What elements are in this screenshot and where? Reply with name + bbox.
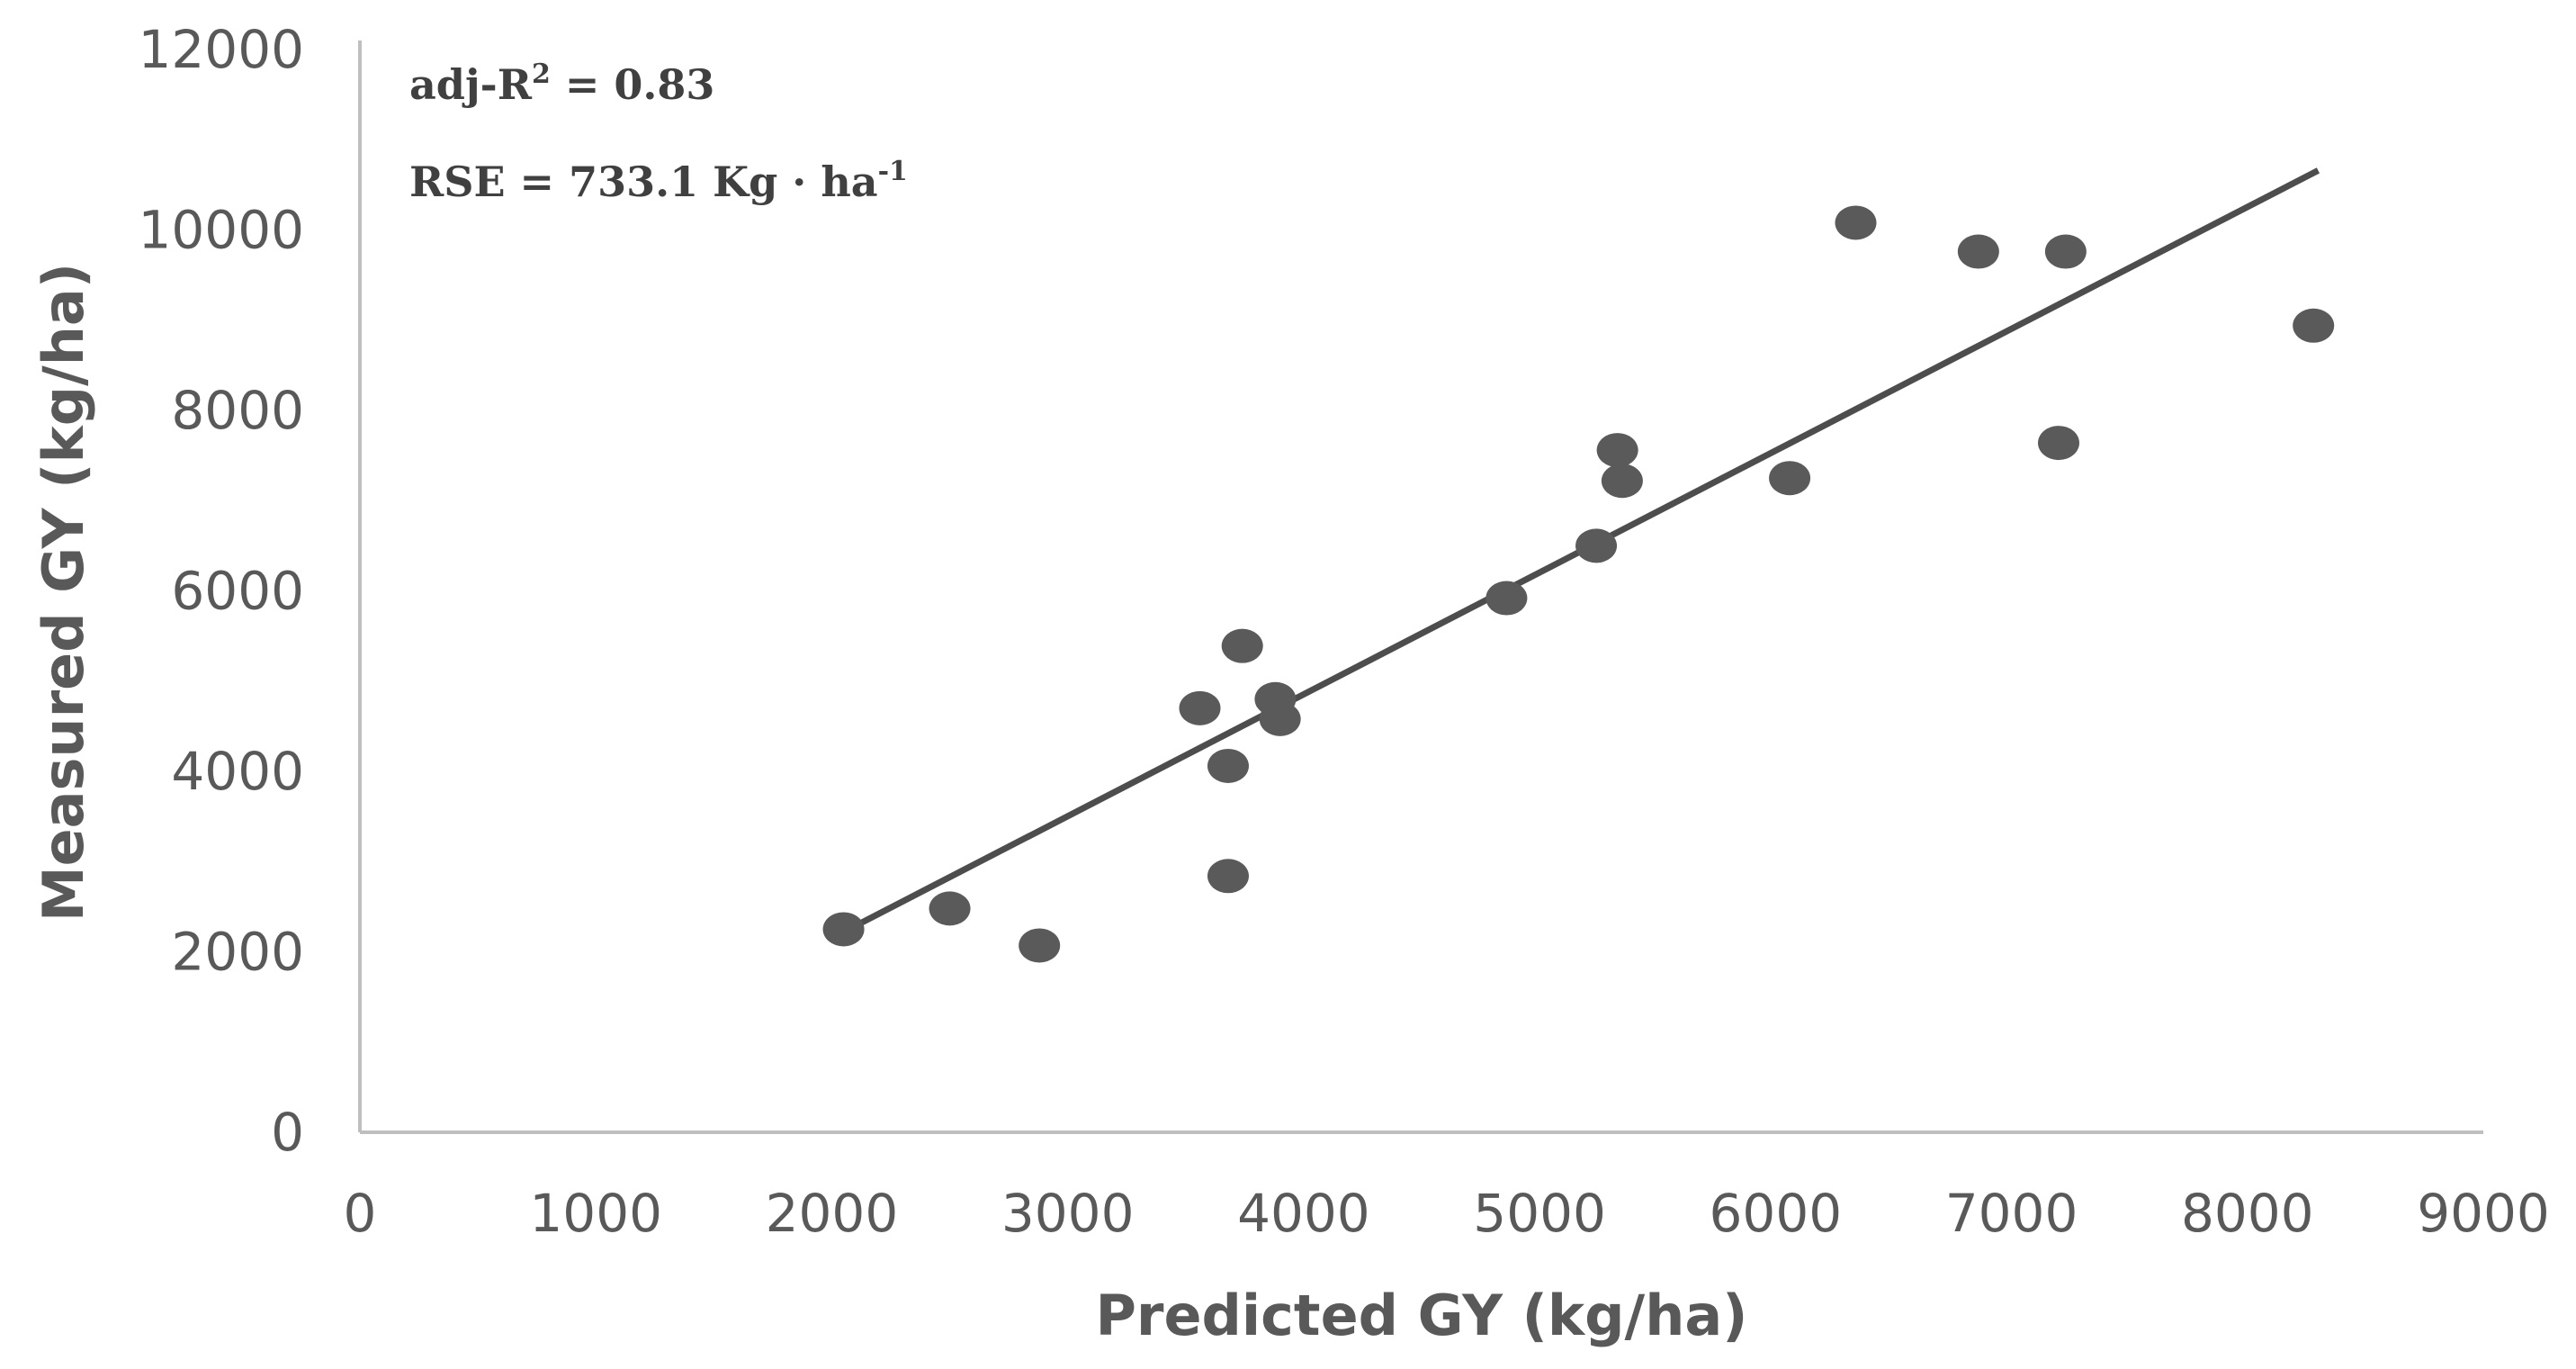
data-point bbox=[2038, 426, 2079, 461]
data-point bbox=[1019, 928, 1061, 963]
x-tick-label: 7000 bbox=[1945, 1183, 2078, 1244]
x-tick-label: 8000 bbox=[2181, 1183, 2314, 1244]
adj-r2-annotation: adj-R2 = 0.83 bbox=[409, 59, 714, 109]
y-tick-label: 8000 bbox=[171, 380, 304, 441]
y-tick-label: 2000 bbox=[171, 922, 304, 983]
data-point bbox=[1259, 701, 1301, 736]
rse-annotation: RSE = 733.1 Kg · ha-1 bbox=[409, 156, 908, 206]
rse-prefix: RSE = 733.1 Kg · ha bbox=[409, 158, 878, 206]
data-point bbox=[1575, 528, 1618, 563]
y-tick-label: 4000 bbox=[171, 741, 304, 802]
rse-superscript: -1 bbox=[878, 156, 908, 187]
data-points bbox=[822, 205, 2335, 963]
data-point bbox=[1221, 628, 1263, 663]
data-point bbox=[1957, 234, 1999, 269]
adj-r2-value: = 0.83 bbox=[551, 60, 715, 109]
x-tick-labels: 0 1000 2000 3000 4000 5000 6000 7000 8000 9000 bbox=[344, 1183, 2550, 1244]
x-tick-label: 0 bbox=[344, 1183, 377, 1244]
x-tick-label: 9000 bbox=[2417, 1183, 2550, 1244]
x-tick-label: 4000 bbox=[1237, 1183, 1370, 1244]
y-tick-label: 10000 bbox=[138, 200, 304, 261]
data-point bbox=[2293, 308, 2335, 343]
y-tick-label: 0 bbox=[271, 1102, 304, 1163]
data-point bbox=[1835, 205, 1877, 240]
x-tick-label: 1000 bbox=[529, 1183, 662, 1244]
y-axis-title: Measured GY (kg/ha) bbox=[31, 263, 96, 922]
y-tick-label: 12000 bbox=[138, 19, 304, 80]
data-point bbox=[1179, 690, 1221, 725]
data-point bbox=[1485, 581, 1528, 616]
y-tick-label: 6000 bbox=[171, 561, 304, 622]
data-point bbox=[822, 912, 865, 947]
y-tick-labels: 0 2000 4000 6000 8000 10000 12000 bbox=[138, 19, 304, 1163]
axes bbox=[358, 41, 2483, 1134]
x-axis-title: Predicted GY (kg/ha) bbox=[1095, 1283, 1747, 1348]
data-point bbox=[1601, 464, 1643, 499]
adj-r2-prefix: adj-R bbox=[409, 60, 533, 109]
data-point bbox=[2044, 234, 2087, 269]
data-point bbox=[1769, 461, 1811, 496]
data-point bbox=[1207, 748, 1249, 783]
data-point bbox=[1207, 859, 1249, 894]
x-tick-label: 5000 bbox=[1473, 1183, 1606, 1244]
adj-r2-superscript: 2 bbox=[532, 59, 551, 90]
x-tick-label: 3000 bbox=[1001, 1183, 1135, 1244]
x-tick-label: 6000 bbox=[1710, 1183, 1843, 1244]
x-tick-label: 2000 bbox=[766, 1183, 899, 1244]
data-point bbox=[929, 891, 971, 926]
data-point bbox=[1596, 433, 1638, 468]
